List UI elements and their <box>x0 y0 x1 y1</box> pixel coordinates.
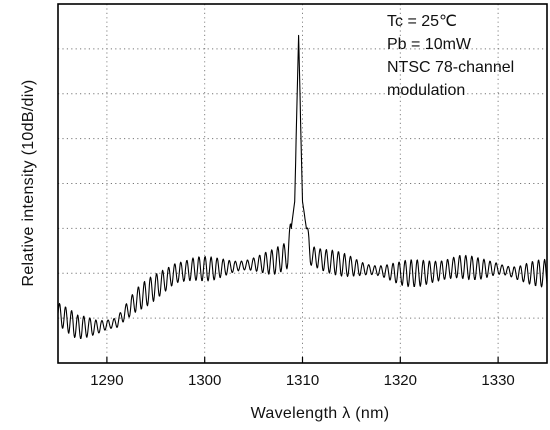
x-tick-label: 1290 <box>90 372 123 389</box>
x-axis-ticks: 1290 1300 1310 1320 1330 <box>90 357 515 389</box>
x-tick-label: 1300 <box>188 372 221 389</box>
conditions-note: Tc = 25℃ Pb = 10mW NTSC 78-channel modul… <box>387 13 514 99</box>
x-tick-label: 1330 <box>481 372 514 389</box>
note-line-1: Tc = 25℃ <box>387 13 457 30</box>
note-line-4: modulation <box>387 82 465 99</box>
x-tick-label: 1320 <box>384 372 417 389</box>
y-axis-label: Relative intensity (10dB/div) <box>20 79 37 286</box>
x-axis-label: Wavelength λ (nm) <box>251 405 390 422</box>
note-line-2: Pb = 10mW <box>387 36 472 53</box>
x-tick-label: 1310 <box>286 372 319 389</box>
spectrum-trace <box>57 34 548 340</box>
note-line-3: NTSC 78-channel <box>387 59 514 76</box>
